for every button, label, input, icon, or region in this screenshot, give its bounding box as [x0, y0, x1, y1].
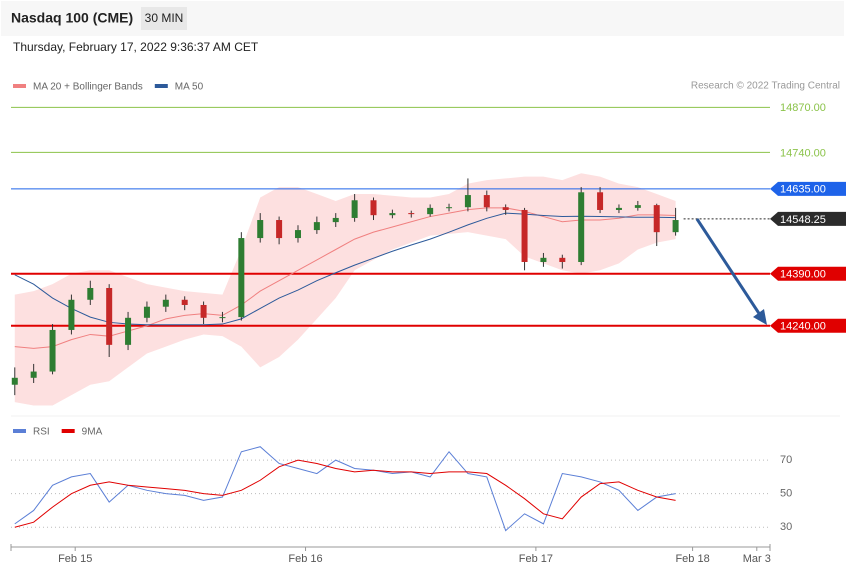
candle-body [521, 209, 528, 262]
candle-body [446, 207, 453, 209]
level-label: 14548.25 [780, 214, 826, 226]
level-label: 14635.00 [780, 184, 826, 196]
legend-swatch [13, 429, 26, 433]
candle-body [389, 213, 396, 216]
y-tick-label: 50 [780, 488, 792, 500]
candle-body [200, 304, 207, 318]
candle-body [162, 299, 169, 307]
line [14, 459, 676, 528]
candle-body [238, 238, 245, 318]
legend-label: RSI [33, 427, 50, 438]
interval-box [141, 7, 187, 30]
candle-body [408, 213, 415, 215]
candle-body [49, 329, 56, 372]
legend-label: MA 50 [175, 82, 204, 93]
level-label: 14740.00 [780, 147, 826, 159]
candle-body [464, 195, 471, 208]
candle-body [540, 257, 547, 262]
x-tick-label: Feb 17 [519, 553, 553, 565]
legend-swatch [13, 84, 26, 88]
candle-body [615, 207, 622, 210]
candle-body [294, 230, 301, 239]
candle-body [483, 195, 490, 208]
level-label-box [770, 266, 846, 281]
level-label-box [770, 181, 846, 196]
candle-body [257, 220, 264, 239]
y-tick-label: 30 [780, 521, 792, 533]
candle-body [143, 306, 150, 318]
candle-body [106, 287, 113, 345]
credit: Research © 2022 Trading Central [691, 81, 840, 92]
candle-body [672, 220, 679, 233]
candle-body [219, 317, 226, 319]
candle-body [276, 220, 283, 239]
y-tick-label: 70 [780, 454, 792, 466]
legend-label: MA 20 + Bollinger Bands [33, 82, 143, 93]
rsi-panel: RSI 9MA 30 50 70 Feb 15 Feb 16 Feb 17 Feb 18 Mar … [10, 427, 792, 565]
level-label: 14390.00 [780, 269, 826, 281]
candle-body [502, 207, 509, 210]
ma-line [14, 207, 676, 349]
line [14, 446, 676, 532]
candle-body [125, 317, 132, 345]
legend-label: 9MA [82, 427, 103, 438]
level-label-box [770, 318, 846, 333]
candle-body [370, 200, 377, 216]
x-tick-label: Feb 15 [58, 553, 92, 565]
date: Thursday, February 17, 2022 9:36:37 AM C… [13, 40, 259, 54]
ma-line [14, 212, 676, 326]
candle-body [559, 257, 566, 262]
chart-title: Nasdaq 100 (CME) [11, 10, 133, 26]
x-tick-label: Mar 3 [743, 553, 771, 565]
candle-body [68, 299, 75, 330]
price-panel: MA 20 + Bollinger Bands MA 50 14870.00 1474… [11, 82, 846, 406]
level-label: 14870.00 [780, 102, 826, 114]
legend-swatch [154, 84, 168, 88]
x-tick-label: Feb 16 [288, 553, 322, 565]
candle-body [597, 192, 604, 210]
candle-body [11, 377, 18, 385]
level-label: 14240.00 [780, 321, 826, 333]
candle-body [351, 200, 358, 218]
candle-body [578, 192, 585, 262]
x-tick-label: Feb 18 [675, 553, 709, 565]
candle-body [653, 205, 660, 233]
candle-body [181, 299, 188, 305]
forecast-arrow [695, 218, 764, 319]
bollinger-band [14, 173, 676, 406]
candle-body [30, 371, 37, 378]
candle-body [634, 205, 641, 208]
candle-body [427, 207, 434, 215]
candle-body [332, 217, 339, 223]
candle-body [87, 287, 94, 300]
legend-swatch [61, 429, 75, 433]
interval: 30 MIN [145, 11, 184, 25]
level-label-box [770, 211, 846, 226]
forecast-arrowhead [753, 309, 767, 325]
candle-body [313, 222, 320, 231]
